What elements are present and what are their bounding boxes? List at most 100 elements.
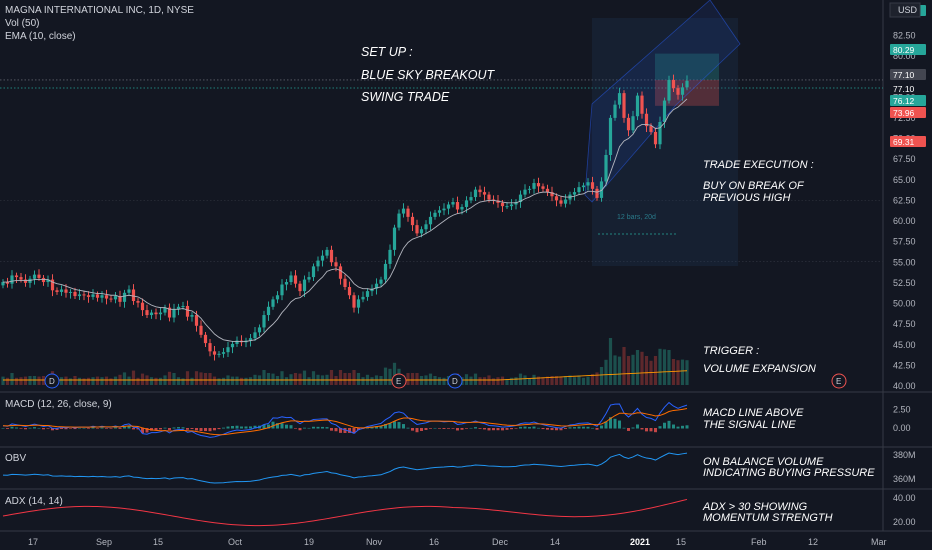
currency-label: USD: [898, 5, 918, 15]
macd-histogram-bar: [465, 428, 468, 429]
volume-bar: [329, 370, 334, 385]
x-tick-label: Nov: [366, 537, 383, 547]
macd-note-1: MACD LINE ABOVE: [703, 407, 804, 419]
macd-histogram-bar: [681, 425, 684, 429]
price-tag: [890, 69, 926, 80]
candle-body: [554, 196, 559, 201]
macd-histogram-bar: [559, 428, 563, 431]
candle-body: [46, 279, 50, 283]
macd-histogram-bar: [298, 428, 302, 431]
volume-bar: [563, 376, 568, 385]
macd-histogram-bar: [69, 428, 72, 429]
price-tag: [890, 83, 926, 94]
price-tick-label: 60.00: [893, 216, 916, 226]
adx-legend: ADX (14, 14): [5, 496, 63, 507]
volume-bar: [473, 373, 478, 385]
candle-body: [415, 225, 419, 234]
macd-histogram-bar: [555, 428, 558, 431]
macd-histogram-bar: [487, 428, 491, 431]
macd-histogram-bar: [330, 428, 333, 431]
candle-body: [649, 126, 653, 132]
macd-histogram-bar: [420, 428, 423, 431]
volume-bar: [91, 377, 95, 385]
macd-histogram-bar: [231, 425, 234, 429]
execution-line-1: BUY ON BREAK OF: [703, 180, 804, 192]
macd-histogram-bar: [244, 426, 248, 429]
macd-histogram-bar: [384, 423, 387, 429]
volume-bar: [509, 377, 514, 385]
macd-histogram-bar: [343, 428, 347, 434]
volume-bar: [604, 359, 608, 385]
macd-histogram-bar: [627, 428, 630, 431]
volume-bar: [532, 374, 536, 385]
volume-bar: [37, 376, 41, 385]
event-marker-label: D: [49, 377, 55, 386]
candle-body: [194, 315, 199, 326]
macd-histogram-bar: [253, 425, 257, 429]
candle-body: [559, 200, 563, 204]
candle-body: [145, 310, 149, 316]
candle-body: [361, 296, 365, 300]
volume-bar: [442, 377, 446, 385]
volume-bar: [109, 378, 113, 385]
price-tag: [890, 44, 926, 55]
macd-histogram-bar: [6, 428, 9, 429]
volume-bar: [266, 373, 271, 385]
candle-body: [671, 79, 676, 89]
macd-histogram-bar: [46, 428, 50, 429]
volume-bar: [581, 377, 586, 385]
candle-body: [298, 283, 302, 292]
volume-bar: [136, 377, 140, 385]
macd-histogram-bar: [186, 428, 189, 430]
volume-bar: [343, 373, 347, 385]
macd-histogram-bar: [492, 428, 495, 431]
volume-bar: [127, 376, 131, 385]
candle-body: [262, 315, 266, 328]
price-tick-label: 50.00: [893, 299, 916, 309]
candle-body: [545, 188, 550, 193]
macd-histogram-bar: [73, 428, 77, 430]
candle-body: [82, 294, 86, 296]
macd-histogram-bar: [519, 426, 522, 429]
volume-bar: [680, 359, 685, 385]
candle-body: [122, 292, 127, 302]
volume-bar: [631, 354, 635, 385]
macd-histogram-bar: [582, 426, 585, 429]
macd-histogram-bar: [163, 427, 167, 429]
candle-body: [275, 295, 280, 300]
candle-body: [374, 283, 379, 289]
price-tick-label: 80.00: [893, 51, 916, 61]
macd-histogram-bar: [55, 428, 59, 430]
macd-histogram-bar: [190, 428, 194, 430]
macd-histogram-bar: [127, 426, 131, 429]
price-tag: [890, 95, 926, 106]
macd-histogram-bar: [586, 426, 590, 429]
volume-bar: [644, 356, 649, 385]
candle-body: [586, 182, 590, 186]
candle-body: [347, 287, 352, 296]
adx-tick-label: 40.00: [893, 493, 916, 503]
obv-tick-label: 360M: [893, 474, 916, 484]
volume-bar: [77, 377, 82, 385]
volume-bar: [208, 373, 212, 385]
signal-line: [2, 407, 688, 436]
macd-histogram-bar: [78, 427, 81, 429]
volume-bar: [239, 377, 244, 385]
candle-body: [100, 295, 104, 298]
candle-body: [5, 282, 10, 284]
candle-body: [518, 194, 523, 203]
macd-histogram-bar: [672, 424, 675, 429]
volume-bar: [608, 338, 613, 385]
volume-bar: [64, 376, 68, 385]
macd-histogram-bar: [483, 428, 486, 430]
candle-body: [320, 255, 325, 261]
candle-body: [64, 289, 68, 293]
macd-histogram-bar: [217, 428, 221, 430]
macd-histogram-bar: [172, 427, 176, 429]
macd-histogram-bar: [105, 428, 108, 429]
macd-tick-label: 2.50: [893, 404, 911, 414]
candle-body: [644, 113, 649, 127]
macd-histogram-bar: [177, 427, 180, 429]
